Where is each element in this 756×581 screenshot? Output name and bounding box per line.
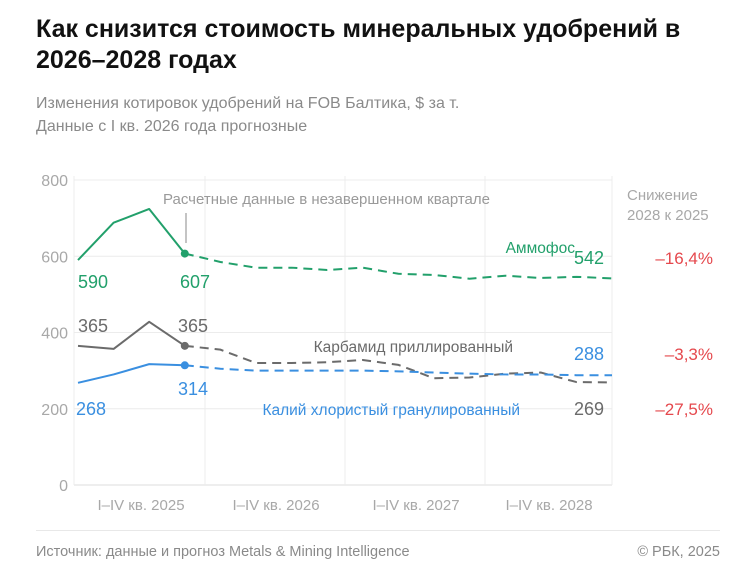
data-point	[180, 341, 189, 350]
data-label: 288	[574, 344, 604, 364]
data-label: 542	[574, 248, 604, 268]
change-value: –16,4%	[655, 249, 713, 268]
x-tick-label: I–IV кв. 2028	[505, 497, 592, 514]
series-line-actual	[77, 207, 186, 261]
y-tick-label: 800	[41, 173, 68, 190]
data-point	[180, 249, 189, 258]
data-label: 365	[178, 316, 208, 336]
copyright: © РБК, 2025	[637, 544, 720, 560]
data-label: 607	[180, 272, 210, 292]
footer-divider	[36, 530, 720, 531]
annotation-text: Расчетные данные в незавершенном квартал…	[163, 191, 490, 208]
change-value: –3,3%	[665, 345, 713, 364]
y-tick-label: 600	[41, 249, 68, 266]
subtitle-line-1: Изменения котировок удобрений на FOB Бал…	[36, 95, 460, 112]
data-label: 590	[78, 272, 108, 292]
y-tick-label: 200	[41, 402, 68, 419]
data-label: 269	[574, 399, 604, 419]
subtitle-line-2: Данные с I кв. 2026 года прогнозные	[36, 118, 308, 135]
source-note: Источник: данные и прогноз Metals & Mini…	[36, 544, 410, 560]
x-tick-label: I–IV кв. 2027	[372, 497, 459, 514]
data-label: 268	[76, 399, 106, 419]
series-line-actual	[77, 320, 186, 350]
series-line-actual	[77, 363, 185, 384]
data-point	[180, 361, 189, 370]
y-tick-label: 0	[59, 478, 68, 495]
subtitle: Изменения котировок удобрений на FOB Бал…	[36, 92, 459, 138]
series-line-forecast	[184, 364, 612, 377]
change-header: 2028 к 2025	[627, 207, 709, 224]
series-label: Аммофос	[506, 240, 576, 257]
data-label: 314	[178, 379, 208, 399]
change-header: Снижение	[627, 187, 698, 204]
series-label: Калий хлористый гранулированный	[262, 402, 520, 419]
y-tick-label: 400	[41, 326, 68, 343]
series-line-forecast	[184, 252, 613, 280]
series-label: Карбамид приллированный	[314, 339, 513, 356]
page-title: Как снизится стоимость минеральных удобр…	[36, 15, 681, 74]
x-tick-label: I–IV кв. 2026	[232, 497, 319, 514]
x-tick-label: I–IV кв. 2025	[97, 497, 184, 514]
change-value: –27,5%	[655, 400, 713, 419]
data-label: 365	[78, 316, 108, 336]
